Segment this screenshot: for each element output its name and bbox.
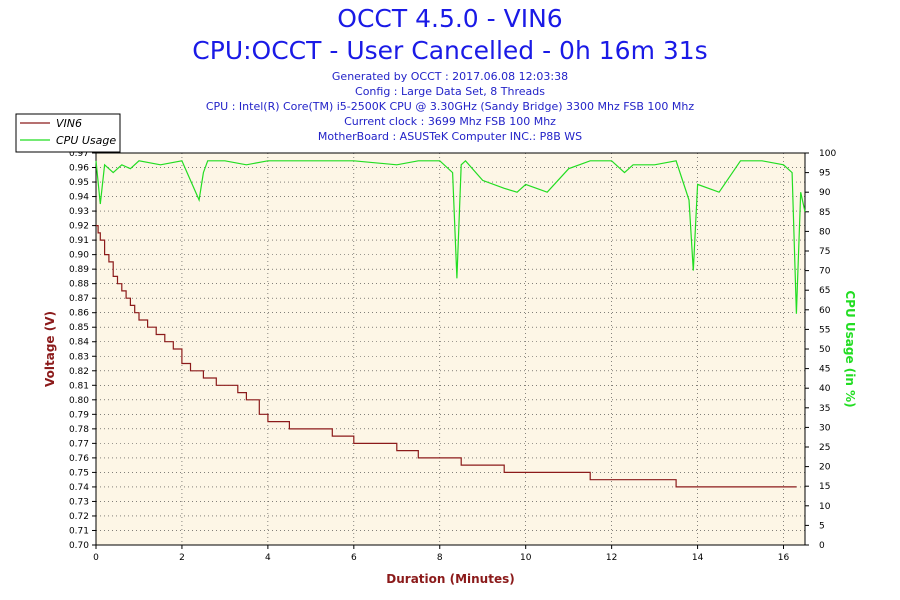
series-line-vin6 bbox=[96, 225, 797, 488]
y-tick-label-right: 75 bbox=[819, 247, 830, 257]
chart-title: OCCT 4.5.0 - VIN6 bbox=[337, 4, 563, 33]
y-tick-label-left: 0.86 bbox=[69, 309, 89, 319]
y-tick-label-right: 5 bbox=[819, 521, 825, 531]
y-tick-label-left: 0.94 bbox=[69, 193, 89, 203]
y-tick-label-right: 65 bbox=[819, 286, 830, 296]
y-tick-label-right: 55 bbox=[819, 325, 830, 335]
y-tick-label-right: 45 bbox=[819, 365, 830, 375]
x-tick-label: 6 bbox=[351, 553, 357, 563]
x-tick-label: 2 bbox=[179, 553, 185, 563]
info-block: Generated by OCCT : 2017.06.08 12:03:38 … bbox=[0, 69, 900, 144]
y-tick-label-right: 100 bbox=[819, 149, 836, 159]
y-axis-label-left: Voltage (V) bbox=[43, 311, 57, 387]
info-clock: Current clock : 3699 Mhz FSB 100 Mhz bbox=[344, 115, 556, 128]
y-tick-label-left: 0.87 bbox=[69, 294, 89, 304]
y-axis-label-right: CPU Usage (in %) bbox=[843, 290, 857, 407]
x-tick-label: 0 bbox=[93, 553, 99, 563]
legend-label-vin6: VIN6 bbox=[56, 117, 82, 130]
y-tick-label-left: 0.90 bbox=[69, 251, 89, 261]
y-tick-label-right: 50 bbox=[819, 345, 831, 355]
y-tick-label-left: 0.95 bbox=[69, 178, 89, 188]
x-axis-label: Duration (Minutes) bbox=[386, 572, 514, 586]
y-tick-label-left: 0.75 bbox=[69, 468, 89, 478]
series-line-cpu-usage bbox=[95, 159, 806, 314]
y-tick-label-right: 40 bbox=[819, 384, 831, 394]
y-tick-label-right: 90 bbox=[819, 188, 831, 198]
y-tick-label-left: 0.84 bbox=[69, 338, 89, 348]
y-tick-label-left: 0.93 bbox=[69, 207, 89, 217]
legend: VIN6 CPU Usage bbox=[15, 113, 121, 153]
y-tick-label-left: 0.78 bbox=[69, 425, 89, 435]
y-tick-label-left: 0.81 bbox=[69, 381, 89, 391]
y-tick-label-right: 30 bbox=[819, 423, 831, 433]
y-tick-label-right: 95 bbox=[819, 169, 830, 179]
x-tick-label: 16 bbox=[778, 553, 790, 563]
info-config: Config : Large Data Set, 8 Threads bbox=[355, 85, 545, 98]
y-tick-label-left: 0.92 bbox=[69, 222, 89, 232]
series-layer bbox=[95, 159, 806, 488]
y-tick-label-right: 20 bbox=[819, 463, 831, 473]
y-tick-label-left: 0.76 bbox=[69, 454, 89, 464]
y-tick-label-right: 15 bbox=[819, 482, 830, 492]
y-tick-label-left: 0.80 bbox=[69, 396, 89, 406]
x-tick-label: 4 bbox=[265, 553, 271, 563]
legend-label-cpu-usage: CPU Usage bbox=[56, 134, 116, 147]
x-tick-label: 12 bbox=[606, 553, 617, 563]
y-tick-label-right: 10 bbox=[819, 502, 831, 512]
x-tick-label: 10 bbox=[520, 553, 532, 563]
x-tick-label: 8 bbox=[437, 553, 443, 563]
plot-frame bbox=[95, 152, 806, 546]
x-tick-label: 14 bbox=[692, 553, 704, 563]
y-tick-label-left: 0.88 bbox=[69, 280, 89, 290]
y-tick-label-left: 0.82 bbox=[69, 367, 89, 377]
y-tick-label-right: 70 bbox=[819, 267, 831, 277]
y-tick-label-right: 35 bbox=[819, 404, 830, 414]
axes: 0 2 4 6 8 10 12 14 16 0.70 0.71 0.72 0.73 0.74 0.75 0.7… bbox=[69, 149, 836, 563]
info-generated: Generated by OCCT : 2017.06.08 12:03:38 bbox=[331, 70, 569, 83]
y-tick-label-left: 0.79 bbox=[69, 410, 89, 420]
y-tick-label-left: 0.91 bbox=[69, 236, 89, 246]
chart-subtitle: CPU:OCCT - User Cancelled - 0h 16m 31s bbox=[192, 36, 708, 65]
y-tick-label-left: 0.83 bbox=[69, 352, 89, 362]
info-motherboard: MotherBoard : ASUSTeK Computer INC.: P8B… bbox=[317, 130, 583, 143]
y-tick-label-left: 0.77 bbox=[69, 439, 89, 449]
y-tick-label-left: 0.85 bbox=[69, 323, 89, 333]
y-tick-label-left: 0.89 bbox=[69, 265, 89, 275]
y-tick-label-right: 80 bbox=[819, 227, 831, 237]
y-tick-label-left: 0.73 bbox=[69, 497, 89, 507]
y-tick-label-left: 0.97 bbox=[69, 149, 89, 159]
legend-box bbox=[15, 113, 121, 153]
info-cpu: CPU : Intel(R) Core(TM) i5-2500K CPU @ 3… bbox=[205, 100, 695, 113]
y-tick-label-right: 25 bbox=[819, 443, 830, 453]
y-tick-label-left: 0.70 bbox=[69, 541, 89, 551]
y-tick-label-left: 0.74 bbox=[69, 483, 89, 493]
y-tick-label-left: 0.72 bbox=[69, 512, 89, 522]
y-tick-label-right: 0 bbox=[819, 541, 825, 551]
y-tick-label-left: 0.96 bbox=[69, 164, 89, 174]
y-tick-label-left: 0.71 bbox=[69, 526, 89, 536]
y-tick-label-right: 85 bbox=[819, 208, 830, 218]
y-tick-label-right: 60 bbox=[819, 306, 831, 316]
plot-area bbox=[96, 153, 805, 545]
